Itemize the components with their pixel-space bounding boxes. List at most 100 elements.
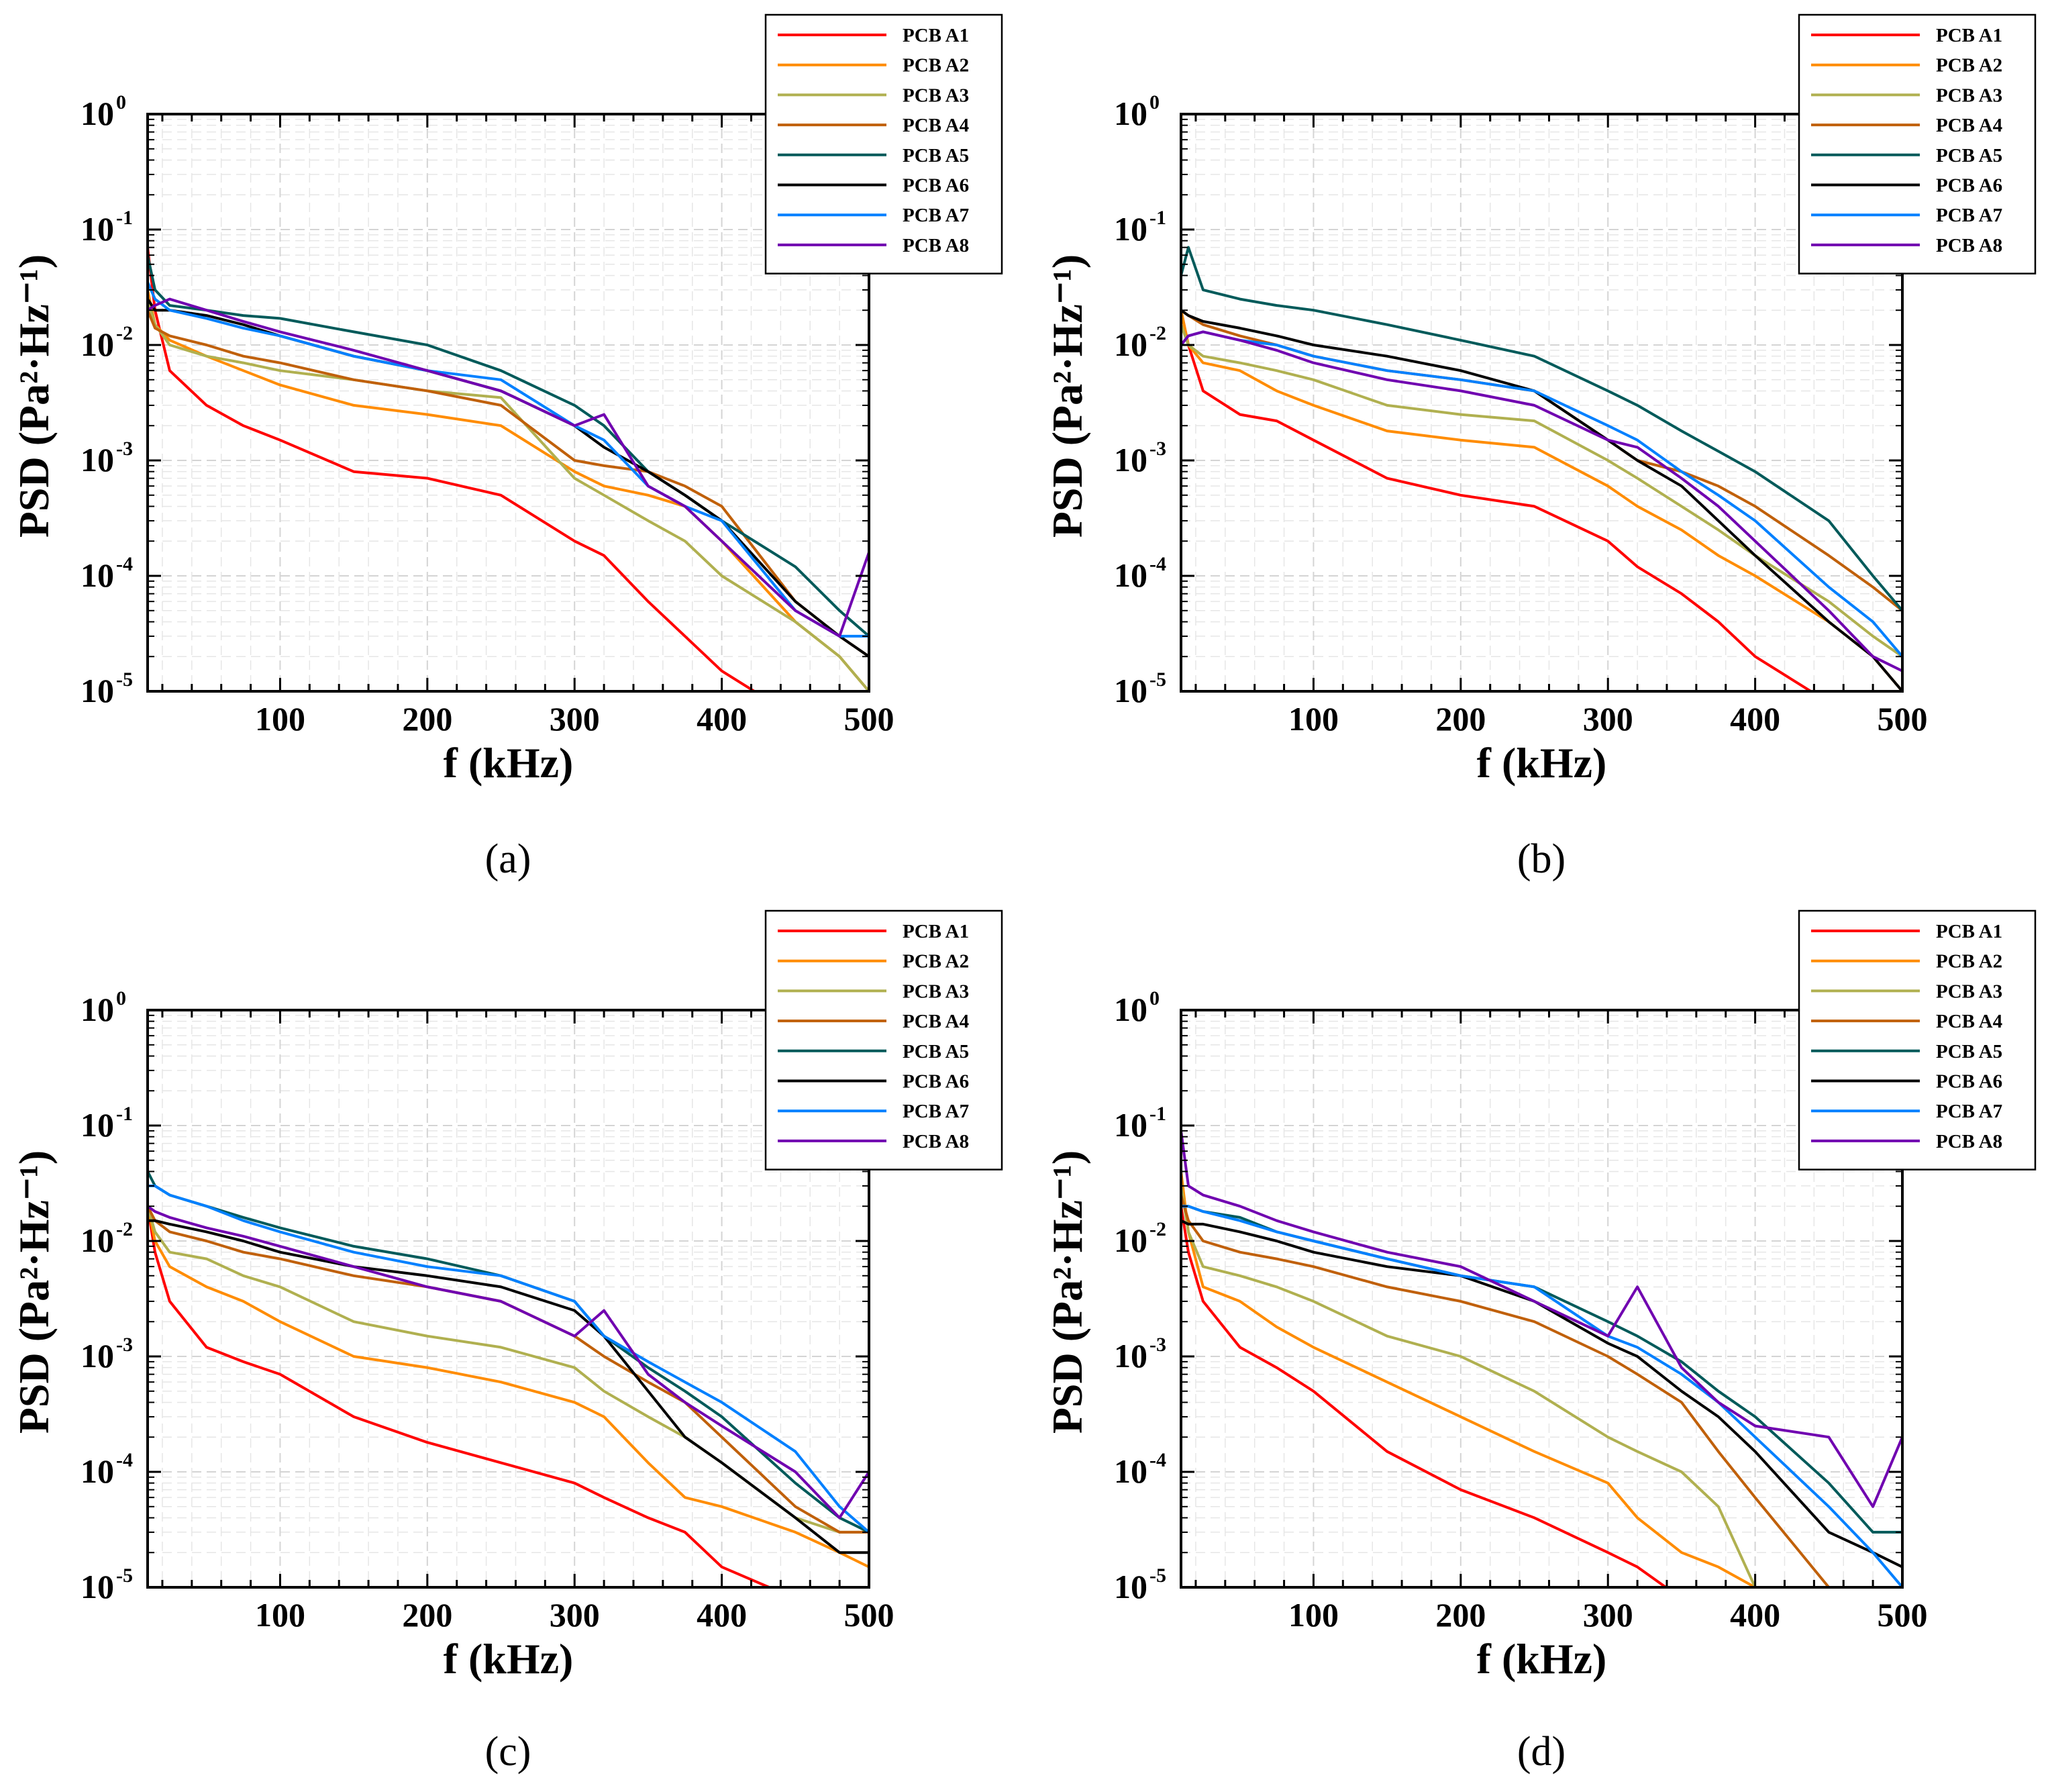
legend-item-pcb-a6: PCB A6 xyxy=(1811,1071,2002,1093)
legend-item-pcb-a7: PCB A7 xyxy=(778,1101,969,1122)
legend-box xyxy=(764,909,1003,1171)
x-tick-label: 200 xyxy=(402,700,452,738)
legend-item-pcb-a1: PCB A1 xyxy=(1811,921,2002,942)
x-tick-label: 300 xyxy=(1583,700,1633,738)
x-tick-label: 400 xyxy=(697,1596,747,1634)
series-lines xyxy=(148,246,869,691)
x-axis-title: f (kHz) xyxy=(1477,1635,1607,1683)
series-line-pcb-a8 xyxy=(1181,1129,1902,1508)
legend-box xyxy=(1798,13,2037,275)
legend-label: PCB A5 xyxy=(1936,145,2002,166)
legend-label: PCB A2 xyxy=(1936,55,2002,77)
legend-label: PCB A3 xyxy=(1936,85,2002,106)
svg-text:-2: -2 xyxy=(1149,322,1166,344)
series-line-pcb-a1 xyxy=(1181,1205,1668,1587)
x-tick-label: 300 xyxy=(550,1596,600,1634)
svg-text:10: 10 xyxy=(81,1452,114,1490)
legend-label: PCB A7 xyxy=(1936,1101,2002,1122)
y-tick-label: 10 0 xyxy=(81,91,126,132)
series-line-pcb-a5 xyxy=(1181,246,1902,612)
legend-label: PCB A7 xyxy=(903,1101,969,1122)
legend-item-pcb-a3: PCB A3 xyxy=(1811,981,2002,1002)
grid xyxy=(1181,1010,1902,1588)
legend-item-pcb-a2: PCB A2 xyxy=(1811,55,2002,77)
series-line-pcb-a2 xyxy=(1181,1170,1759,1587)
plot-frame xyxy=(1180,1009,1904,1589)
y-tick-label: 10 -4 xyxy=(1114,1449,1166,1490)
svg-text:-1: -1 xyxy=(116,1103,133,1125)
y-tick-label: 10 -4 xyxy=(81,553,133,594)
legend-label: PCB A2 xyxy=(903,55,969,77)
legend-label: PCB A2 xyxy=(903,951,969,973)
svg-text:10: 10 xyxy=(81,210,114,248)
y-tick-label: 10 -2 xyxy=(81,322,133,363)
x-tick-label: 200 xyxy=(1435,1596,1486,1634)
y-tick-label: 10 -4 xyxy=(1114,553,1166,594)
legend-item-pcb-a7: PCB A7 xyxy=(778,205,969,226)
legend-label: PCB A8 xyxy=(1936,235,2002,256)
legend-label: PCB A3 xyxy=(903,981,969,1002)
panel-caption: (d) xyxy=(1517,1729,1566,1775)
x-tick-label: 300 xyxy=(550,700,600,738)
series-lines xyxy=(1181,246,1902,691)
x-tick-label: 500 xyxy=(1878,1596,1928,1634)
legend-label: PCB A5 xyxy=(1936,1041,2002,1062)
svg-text:0: 0 xyxy=(1149,91,1160,113)
svg-text:10: 10 xyxy=(1114,1106,1147,1144)
grid xyxy=(1181,114,1902,692)
x-axis-title: f (kHz) xyxy=(444,1635,574,1683)
y-tick-label: 10 -3 xyxy=(1114,1334,1166,1375)
legend-item-pcb-a5: PCB A5 xyxy=(778,1041,969,1062)
y-tick-label: 10 -1 xyxy=(1114,207,1166,248)
x-tick-label: 100 xyxy=(255,700,305,738)
x-tick-label: 400 xyxy=(1730,700,1780,738)
series-line-pcb-a6 xyxy=(1181,309,1902,691)
legend-item-pcb-a8: PCB A8 xyxy=(778,235,969,256)
legend-item-pcb-a4: PCB A4 xyxy=(778,115,969,136)
legend-item-pcb-a1: PCB A1 xyxy=(778,921,969,942)
y-axis-title: PSD (Pa²·Hz⁻¹) xyxy=(10,1150,58,1434)
svg-text:0: 0 xyxy=(116,987,126,1009)
y-axis-title: PSD (Pa²·Hz⁻¹) xyxy=(1043,254,1091,538)
series-lines xyxy=(148,1170,869,1587)
x-tick-label: 500 xyxy=(844,700,894,738)
legend: PCB A1 PCB A2 PCB A3 PCB A4 PCB A5 PCB A6 PCB … xyxy=(764,909,1003,1171)
series-line-pcb-a3 xyxy=(148,297,869,691)
ticks xyxy=(148,113,869,693)
legend-item-pcb-a8: PCB A8 xyxy=(778,1131,969,1152)
x-tick-label: 200 xyxy=(1435,700,1486,738)
y-axis-title: PSD (Pa²·Hz⁻¹) xyxy=(10,254,58,538)
legend-label: PCB A5 xyxy=(903,145,969,166)
svg-text:10: 10 xyxy=(81,95,114,132)
series-line-pcb-a2 xyxy=(1181,309,1902,691)
svg-text:10: 10 xyxy=(1114,1452,1147,1490)
svg-text:-1: -1 xyxy=(1149,207,1166,229)
legend-label: PCB A6 xyxy=(1936,175,2002,197)
legend-label: PCB A4 xyxy=(903,115,969,136)
svg-text:-5: -5 xyxy=(116,668,133,691)
legend-label: PCB A8 xyxy=(903,1131,969,1152)
legend-item-pcb-a6: PCB A6 xyxy=(1811,175,2002,197)
svg-text:10: 10 xyxy=(81,326,114,363)
svg-text:10: 10 xyxy=(81,1222,114,1259)
svg-text:10: 10 xyxy=(1114,441,1147,479)
svg-text:-2: -2 xyxy=(116,1218,133,1240)
legend-item-pcb-a3: PCB A3 xyxy=(1811,85,2002,106)
series-line-pcb-a1 xyxy=(1181,309,1814,691)
svg-text:-2: -2 xyxy=(1149,1218,1166,1240)
svg-text:10: 10 xyxy=(1114,210,1147,248)
svg-text:-5: -5 xyxy=(1149,1564,1166,1587)
series-line-pcb-a6 xyxy=(148,1219,869,1554)
x-tick-label: 200 xyxy=(402,1596,452,1634)
y-tick-label: 10 -1 xyxy=(81,207,133,248)
series-lines xyxy=(1181,1129,1902,1587)
svg-text:0: 0 xyxy=(116,91,126,113)
svg-text:-4: -4 xyxy=(1149,1449,1166,1471)
series-line-pcb-a2 xyxy=(148,288,869,691)
svg-text:-1: -1 xyxy=(1149,1103,1166,1125)
